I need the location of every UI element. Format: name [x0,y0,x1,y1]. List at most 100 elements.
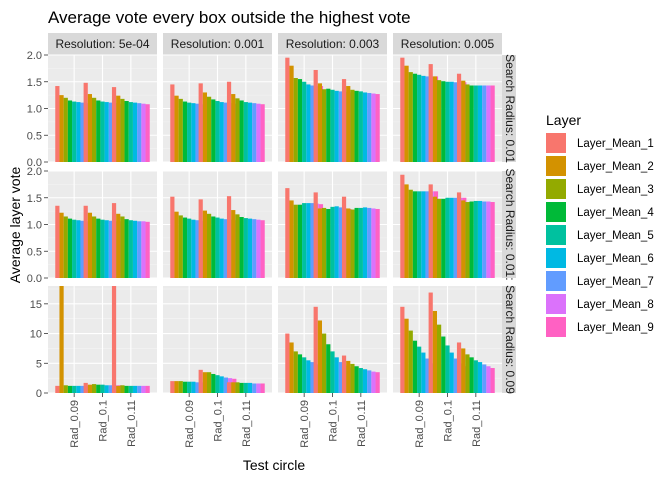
legend-key [546,179,566,199]
bar [453,197,458,278]
bar [215,375,220,393]
bar [219,218,224,278]
column-strip-label: Resolution: 0.003 [286,37,380,51]
bar [72,219,77,278]
legend-key [546,202,566,222]
bar [120,98,125,162]
bar [486,201,491,278]
legend-entry: Layer_Mean_5 [577,230,654,242]
bar [338,362,343,393]
x-tick-label: Rad_0.1 [328,400,340,442]
bar [285,333,290,393]
bar [486,85,491,162]
bar [239,382,244,393]
bar [174,381,179,393]
bar [445,197,450,278]
bar [350,363,355,393]
bar [191,219,196,278]
bar [55,205,60,278]
y-tick-label: 15 [30,299,42,311]
bar [83,205,88,278]
bar [191,103,196,162]
bar [67,100,73,162]
bar [215,217,220,278]
bar [195,382,200,393]
bar [145,385,150,393]
row-strip [502,171,516,278]
x-tick-label: Rad_0.1 [213,400,225,442]
bar [400,306,405,393]
bar [371,93,376,162]
legend-entry: Layer_Mean_1 [577,138,654,150]
x-axis-label: Test circle [243,457,305,473]
x-tick-label: Rad_0.11 [126,400,138,447]
bar [334,357,339,393]
bar [116,213,121,278]
bar [437,198,442,278]
bar [207,372,212,393]
bar [187,381,192,393]
bar [358,368,363,393]
bar [285,57,290,162]
y-tick-label: 10 [30,329,42,341]
bar [469,201,474,278]
y-axis-label: Average layer vote [7,167,23,284]
legend-key [546,294,566,314]
bar [100,219,105,278]
bar [132,102,138,162]
bar [456,192,462,278]
bar [104,385,109,393]
legend-key [546,156,566,176]
bar [473,360,478,393]
bar [67,385,73,393]
bar [350,89,355,162]
bar [128,385,133,393]
bar [202,92,207,162]
bar [59,212,64,278]
legend-entry: Layer_Mean_9 [577,322,654,334]
bar [306,84,311,162]
bar [322,89,327,162]
bar [198,199,203,278]
bar [306,360,311,393]
bar [425,358,430,393]
bar [408,189,413,278]
bar [55,385,60,393]
bar [104,220,109,278]
bar [330,206,335,278]
bar [432,310,437,393]
bar [182,217,188,278]
bar [437,80,442,162]
bar [72,101,77,162]
bar [330,351,335,393]
bar [211,373,216,393]
bar [76,220,81,278]
bar [297,354,303,393]
bar [256,383,261,393]
bar [174,211,179,278]
bar [182,101,188,162]
bar [252,219,257,278]
bar [297,79,303,162]
bar [80,385,85,393]
bar [108,102,113,162]
bar [310,362,315,393]
bar [137,385,142,393]
bar [285,188,290,278]
bar [223,102,228,162]
bar [202,210,207,278]
legend-entry: Layer_Mean_8 [577,299,654,311]
bar [132,220,138,278]
bar [80,102,85,162]
y-tick-label: 0.0 [27,273,42,285]
bar [453,82,458,162]
bar [334,206,339,278]
x-tick-label: Rad_0.09 [299,400,311,448]
bar [182,381,188,393]
bar [341,196,347,278]
y-tick-label: 1.0 [27,104,42,116]
bar [441,198,446,278]
bar [302,203,307,278]
bar [111,87,117,162]
column-strip-label: Resolution: 5e-04 [55,37,149,51]
